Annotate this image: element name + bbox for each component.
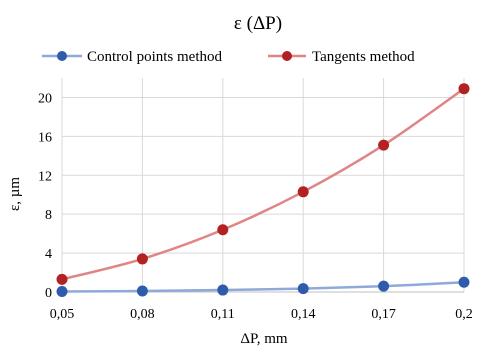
legend-label-control-points: Control points method xyxy=(87,49,223,65)
x-tick-label: 0,05 xyxy=(50,307,75,322)
y-tick-label: 16 xyxy=(38,130,52,145)
data-point xyxy=(217,224,229,236)
y-tick-label: 20 xyxy=(38,91,52,106)
legend-item-tangents: Tangents method xyxy=(268,49,415,65)
legend-label-tangents: Tangents method xyxy=(312,49,415,65)
data-point xyxy=(56,286,68,298)
x-tick-label: 0,11 xyxy=(211,307,235,322)
x-tick-label: 0,2 xyxy=(455,307,473,322)
series-line xyxy=(61,281,465,293)
data-point xyxy=(217,284,229,296)
y-tick-label: 0 xyxy=(45,286,52,301)
grid xyxy=(61,78,465,292)
axes: 0 4 8 12 16 20 0,05 0,08 0,11 0,14 0,17 0,2 xyxy=(38,91,473,322)
data-point xyxy=(297,283,309,295)
x-tick-label: 0,08 xyxy=(130,307,155,322)
data-point xyxy=(297,186,309,198)
data-point xyxy=(136,285,148,297)
legend-marker-tangents xyxy=(282,51,292,61)
y-tick-label: 8 xyxy=(45,208,52,223)
x-tick-label: 0,17 xyxy=(371,307,396,322)
series-1 xyxy=(56,83,470,285)
legend: Control points method Tangents method xyxy=(42,49,415,65)
data-point xyxy=(136,253,148,265)
y-tick-label: 12 xyxy=(38,169,52,184)
x-axis-title: ΔP, mm xyxy=(240,331,287,347)
chart-title: ε (ΔP) xyxy=(234,13,282,34)
series xyxy=(56,83,470,298)
legend-marker-control-points xyxy=(57,51,67,61)
x-tick-label: 0,14 xyxy=(291,307,316,322)
y-axis-title: ε, µm xyxy=(7,177,23,211)
data-point xyxy=(458,83,470,95)
data-point xyxy=(458,276,470,288)
data-point xyxy=(378,280,390,292)
y-tick-label: 4 xyxy=(45,247,52,262)
data-point xyxy=(378,139,390,151)
data-point xyxy=(56,273,68,285)
legend-item-control-points: Control points method xyxy=(42,49,223,65)
series-0 xyxy=(56,276,470,298)
series-line xyxy=(61,87,465,281)
